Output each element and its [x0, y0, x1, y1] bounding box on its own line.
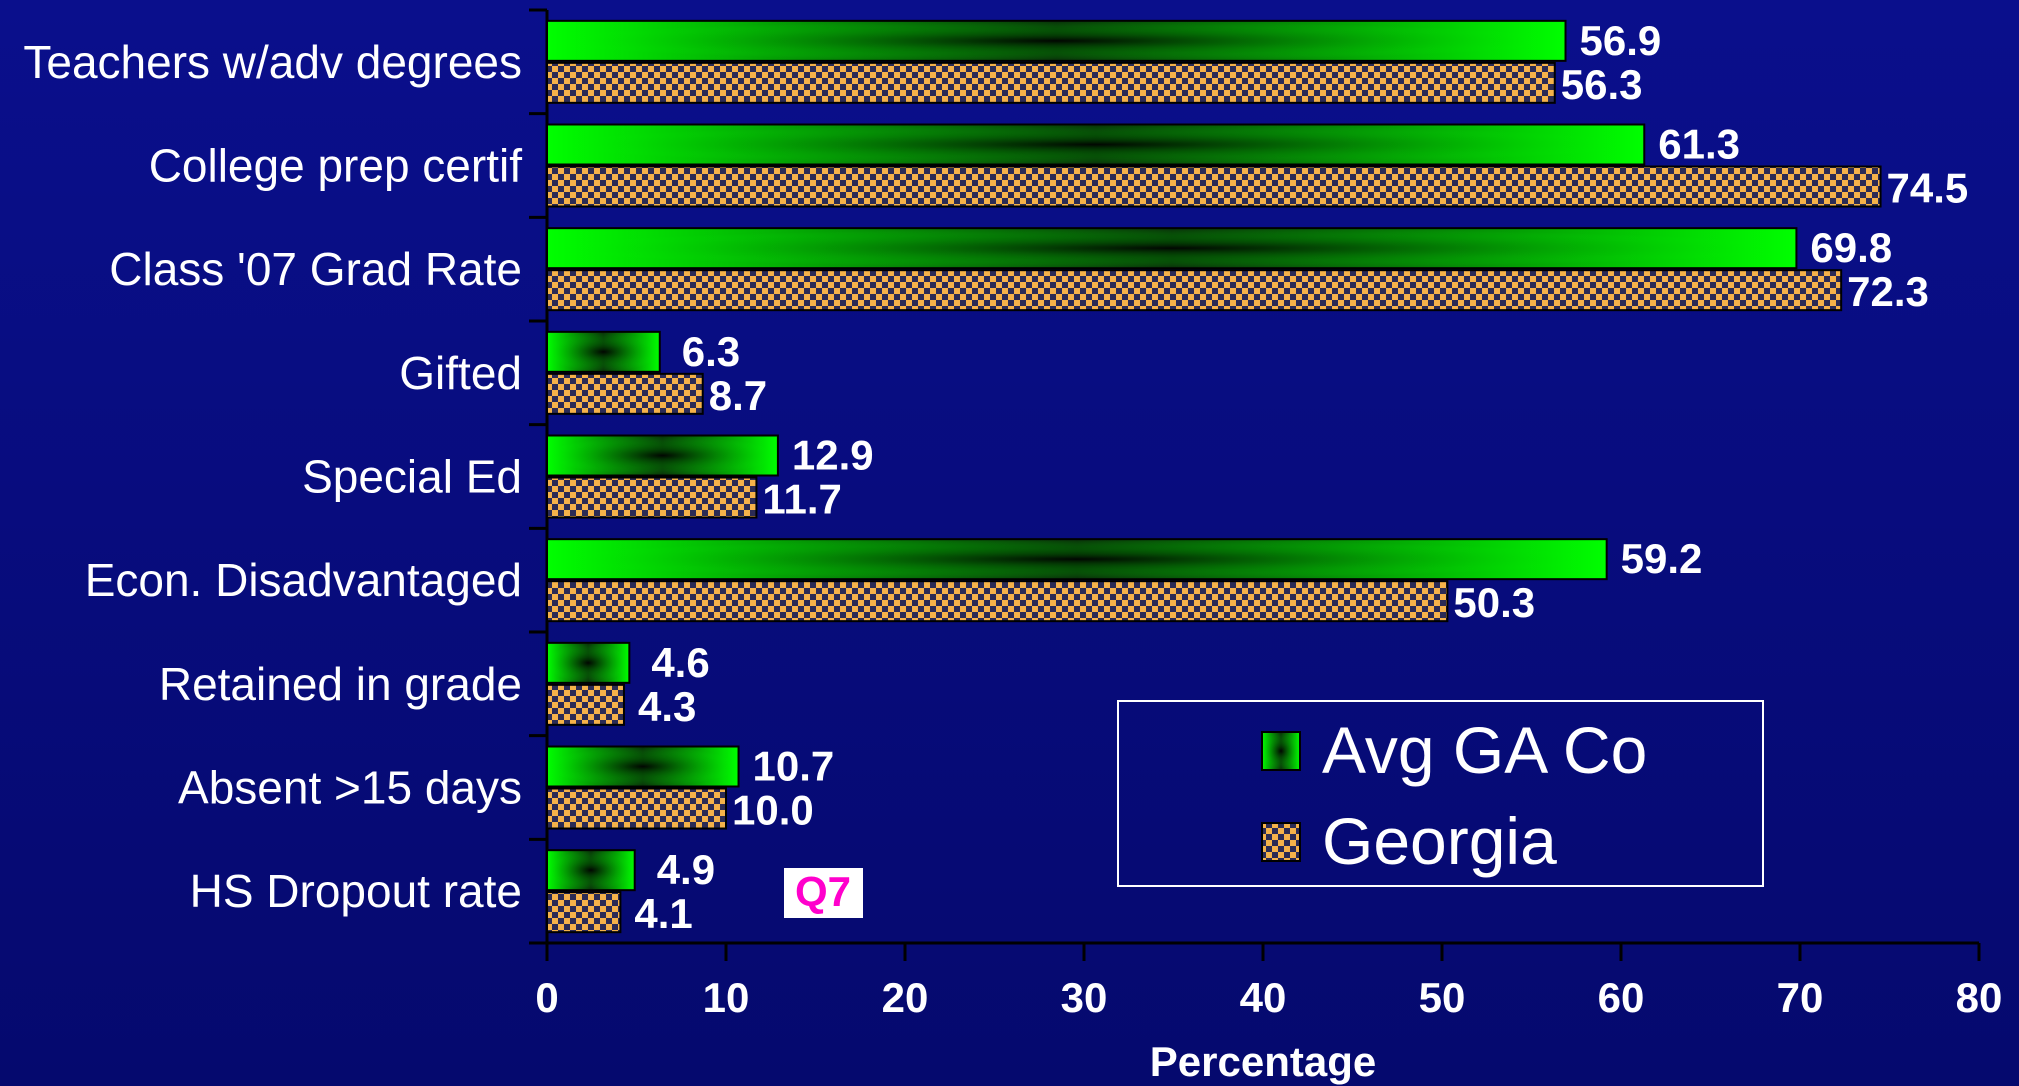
value-label-georgia: 72.3	[1847, 268, 1929, 315]
bar-georgia	[546, 269, 1843, 312]
value-label-georgia: 50.3	[1453, 579, 1535, 626]
value-label-georgia: 56.3	[1561, 61, 1643, 108]
labels: 0 10 20 30 40 50 60 70 80 Teachers w/adv degrees 5…	[23, 17, 2002, 1021]
bar-georgia	[546, 580, 1449, 623]
bar-avg-ga-co-shade	[547, 746, 739, 787]
category-label: Class '07 Grad Rate	[109, 243, 522, 295]
value-label-avg-ga-co: 4.9	[657, 846, 715, 893]
bar-georgia	[546, 683, 625, 726]
bar-georgia	[546, 476, 758, 519]
category-label: Gifted	[399, 347, 522, 399]
value-label-avg-ga-co: 6.3	[682, 328, 740, 375]
value-label-avg-ga-co: 10.7	[753, 743, 835, 790]
legend: Avg GA Co Georgia	[1117, 700, 1764, 887]
value-label-georgia: 4.1	[634, 890, 692, 937]
category-label: College prep certif	[149, 140, 523, 192]
category-label: HS Dropout rate	[190, 865, 522, 917]
legend-swatch-georgia	[1261, 822, 1301, 862]
value-label-avg-ga-co: 4.6	[651, 639, 709, 686]
value-label-avg-ga-co: 12.9	[792, 432, 874, 479]
bar-georgia	[546, 61, 1556, 104]
bar-georgia	[546, 372, 704, 415]
q7-annotation: Q7	[784, 868, 863, 918]
category-label: Retained in grade	[159, 658, 522, 710]
x-tick-label: 60	[1598, 974, 1645, 1021]
bar-avg-ga-co-shade	[547, 331, 660, 372]
category-label: Teachers w/adv degrees	[23, 36, 522, 88]
value-label-avg-ga-co: 61.3	[1658, 121, 1740, 168]
legend-swatch-avg-ga-co-center	[1262, 732, 1300, 770]
legend-label-georgia: Georgia	[1322, 804, 1557, 878]
x-axis-title: Percentage	[1150, 1038, 1376, 1085]
legend-box	[1117, 700, 1764, 887]
bar-georgia	[546, 787, 727, 830]
value-label-georgia: 11.7	[762, 476, 841, 523]
value-label-georgia: 4.3	[638, 683, 696, 730]
bar-avg-ga-co-shade	[547, 20, 1566, 61]
legend-label-avg-ga-co: Avg GA Co	[1322, 713, 1647, 787]
bar-avg-ga-co-shade	[547, 642, 630, 683]
value-label-georgia: 10.0	[732, 787, 814, 834]
category-label: Econ. Disadvantaged	[85, 554, 522, 606]
bar-georgia	[546, 165, 1882, 208]
value-label-avg-ga-co: 69.8	[1810, 224, 1892, 271]
q7-label: Q7	[795, 868, 851, 915]
bar-avg-ga-co-shade	[547, 850, 635, 891]
bar-georgia	[546, 891, 622, 934]
bar-avg-ga-co-shade	[547, 435, 778, 476]
x-tick-label: 30	[1061, 974, 1108, 1021]
x-tick-label: 80	[1956, 974, 2003, 1021]
bar-avg-ga-co-shade	[547, 539, 1607, 580]
value-label-georgia: 74.5	[1887, 165, 1969, 212]
value-label-avg-ga-co: 56.9	[1580, 17, 1662, 64]
value-label-georgia: 8.7	[709, 372, 767, 419]
category-label: Special Ed	[302, 451, 522, 503]
x-tick-label: 20	[882, 974, 929, 1021]
category-label: Absent >15 days	[178, 762, 522, 814]
bar-avg-ga-co-shade	[547, 124, 1645, 165]
value-label-avg-ga-co: 59.2	[1621, 535, 1703, 582]
bars	[546, 19, 1882, 934]
x-tick-label: 70	[1777, 974, 1824, 1021]
x-tick-label: 0	[535, 974, 558, 1021]
bar-avg-ga-co-shade	[547, 228, 1797, 269]
q7-box	[784, 868, 863, 918]
x-tick-label: 40	[1240, 974, 1287, 1021]
x-tick-label: 50	[1419, 974, 1466, 1021]
x-tick-label: 10	[703, 974, 750, 1021]
